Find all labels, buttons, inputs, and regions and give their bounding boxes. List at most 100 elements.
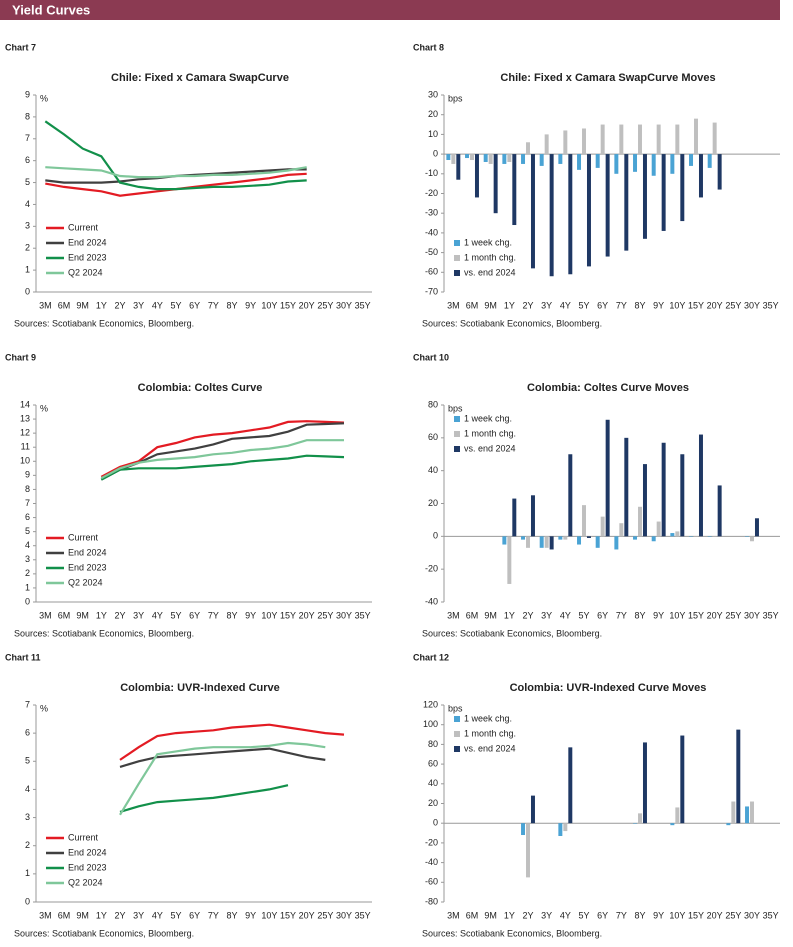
y-tick-label: 0 xyxy=(25,896,30,906)
bar xyxy=(670,154,675,174)
y-tick-label: 7 xyxy=(25,699,30,709)
y-tick-label: 2 xyxy=(25,243,30,253)
x-tick-label: 9Y xyxy=(653,300,664,310)
y-tick-label: 4 xyxy=(25,540,30,550)
legend-label: Current xyxy=(68,532,99,542)
legend-label: vs. end 2024 xyxy=(464,267,516,277)
x-tick-label: 20Y xyxy=(707,610,723,620)
x-tick-label: 30Y xyxy=(744,910,760,920)
bar xyxy=(605,419,610,537)
x-tick-label: 1Y xyxy=(504,610,515,620)
bar xyxy=(633,154,638,172)
x-tick-label: 30Y xyxy=(744,610,760,620)
chart-title: Colombia: UVR-Indexed Curve xyxy=(120,682,280,694)
x-tick-label: 25Y xyxy=(317,910,333,920)
x-tick-label: 9M xyxy=(484,610,497,620)
bar xyxy=(633,536,638,540)
x-tick-label: 20Y xyxy=(707,300,723,310)
legend-swatch xyxy=(454,255,460,261)
y-tick-label: 40 xyxy=(428,465,438,475)
bar xyxy=(526,536,530,548)
bar xyxy=(483,154,488,162)
x-tick-label: 1Y xyxy=(96,910,107,920)
bar xyxy=(642,464,647,537)
bar xyxy=(563,536,568,540)
bar xyxy=(539,154,544,166)
bar xyxy=(642,742,647,824)
bar xyxy=(689,154,694,166)
bar xyxy=(633,823,638,824)
legend-label: Current xyxy=(68,222,99,232)
bar xyxy=(488,154,493,164)
bar xyxy=(656,521,661,537)
legend-label: vs. end 2024 xyxy=(464,443,516,453)
y-tick-label: 9 xyxy=(25,470,30,480)
bar xyxy=(549,154,554,277)
unit-label: bps xyxy=(448,703,463,713)
x-tick-label: 9Y xyxy=(245,910,256,920)
source-note: Sources: Scotiabank Economics, Bloomberg… xyxy=(14,928,194,938)
x-tick-label: 15Y xyxy=(280,610,296,620)
bar xyxy=(675,531,680,537)
x-tick-label: 4Y xyxy=(560,910,571,920)
legend-swatch xyxy=(454,746,460,752)
y-tick-label: 7 xyxy=(25,498,30,508)
legend-label: Q2 2024 xyxy=(68,267,103,277)
y-tick-label: -30 xyxy=(425,208,438,218)
bar xyxy=(568,154,573,275)
header-bar xyxy=(0,0,780,20)
x-tick-label: 5Y xyxy=(578,610,589,620)
x-tick-label: 35Y xyxy=(763,610,779,620)
x-tick-label: 5Y xyxy=(578,910,589,920)
x-tick-label: 6M xyxy=(58,610,71,620)
bar xyxy=(595,154,600,168)
bar xyxy=(507,154,512,162)
bar xyxy=(526,823,530,878)
x-tick-label: 5Y xyxy=(170,610,181,620)
chart-label: Chart 11 xyxy=(5,652,41,662)
y-tick-label: 3 xyxy=(25,221,30,231)
x-tick-label: 5Y xyxy=(170,910,181,920)
bar xyxy=(745,806,750,824)
legend-swatch xyxy=(454,431,460,437)
y-tick-label: -20 xyxy=(425,837,438,847)
x-tick-label: 15Y xyxy=(688,910,704,920)
bar xyxy=(568,747,573,824)
bar xyxy=(651,154,656,176)
bar xyxy=(568,454,573,537)
x-tick-label: 2Y xyxy=(114,910,125,920)
legend-label: vs. end 2024 xyxy=(464,743,516,753)
y-tick-label: -60 xyxy=(425,877,438,887)
bar xyxy=(717,154,722,190)
bar xyxy=(661,442,666,537)
x-tick-label: 35Y xyxy=(763,910,779,920)
bar xyxy=(456,154,461,180)
bar xyxy=(614,154,619,174)
y-tick-label: 20 xyxy=(428,109,438,119)
y-tick-label: -50 xyxy=(425,247,438,257)
bar xyxy=(502,536,507,545)
y-tick-label: 13 xyxy=(20,413,30,423)
x-tick-label: 7Y xyxy=(208,910,219,920)
x-tick-label: 4Y xyxy=(152,910,163,920)
x-tick-label: 8Y xyxy=(634,910,645,920)
chart-panel: Chart 11 Colombia: UVR-Indexed Curve% Sour… xyxy=(5,652,372,938)
y-tick-label: 1 xyxy=(25,264,30,274)
legend-label: 1 month chg. xyxy=(464,428,516,438)
legend-swatch xyxy=(454,416,460,422)
x-tick-label: 1Y xyxy=(504,300,515,310)
source-note: Sources: Scotiabank Economics, Bloomberg… xyxy=(422,628,602,638)
bar xyxy=(544,134,549,155)
x-tick-label: 8Y xyxy=(226,910,237,920)
series-line xyxy=(119,784,289,813)
series-line xyxy=(100,422,345,481)
bar xyxy=(530,795,535,824)
bar xyxy=(582,128,586,155)
bar xyxy=(446,154,451,161)
bar xyxy=(521,154,526,164)
bar xyxy=(675,807,680,824)
x-tick-label: 7Y xyxy=(616,610,627,620)
y-tick-label: 3 xyxy=(25,554,30,564)
y-tick-label: 4 xyxy=(25,199,30,209)
